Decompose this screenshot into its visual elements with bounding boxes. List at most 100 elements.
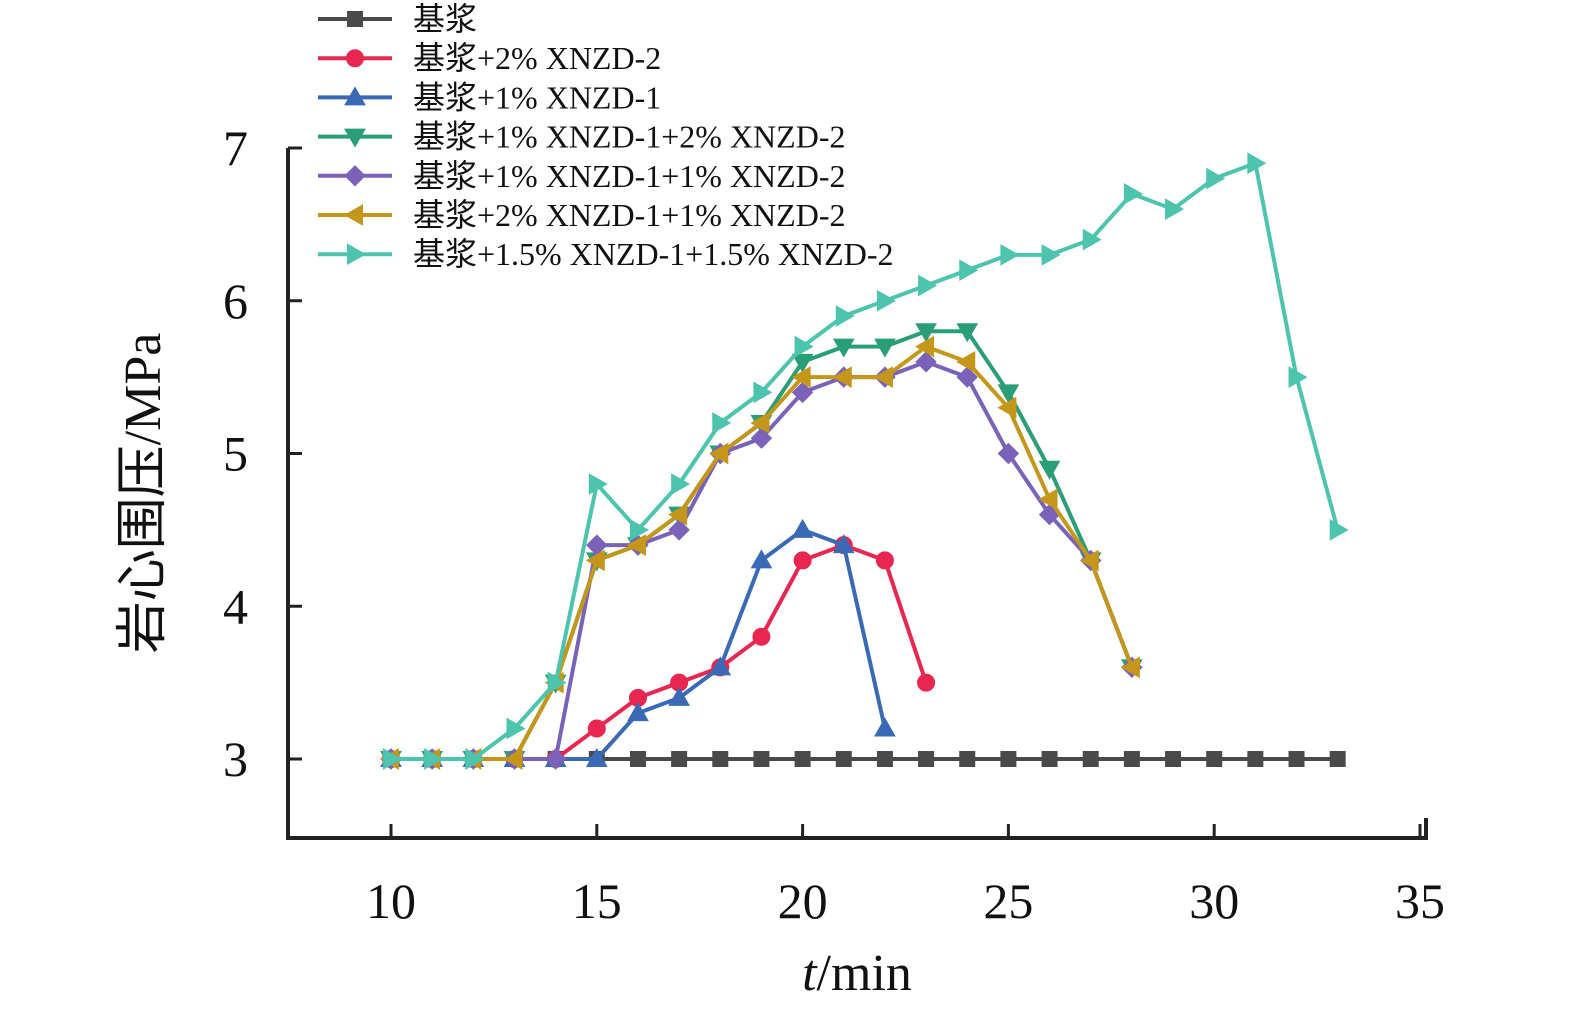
data-point bbox=[588, 473, 608, 495]
data-point bbox=[794, 335, 814, 358]
data-point bbox=[917, 673, 936, 692]
legend-item: 基浆+2% XNZD-1+1% XNZD-2 bbox=[318, 197, 845, 233]
x-axis-ticks: 10 15 20 25 30 35 bbox=[366, 824, 1445, 929]
legend-label: 基浆+1% XNZD-1 bbox=[413, 79, 661, 115]
data-point bbox=[918, 751, 935, 767]
data-point bbox=[1000, 751, 1017, 767]
x-axis-title-unit: /min bbox=[817, 945, 912, 1002]
data-point bbox=[1247, 152, 1267, 175]
data-point bbox=[794, 751, 811, 767]
data-point bbox=[918, 274, 938, 297]
y-tick-label: 6 bbox=[223, 273, 248, 329]
data-point bbox=[835, 305, 855, 327]
legend-item: 基浆+1% XNZD-1 bbox=[318, 79, 661, 115]
data-point bbox=[791, 353, 814, 373]
legend-item: 基浆+1% XNZD-1+2% XNZD-2 bbox=[318, 119, 845, 155]
x-axis-title-variable: t bbox=[802, 945, 818, 1002]
data-point bbox=[1038, 460, 1061, 480]
data-point bbox=[959, 259, 979, 282]
chart-axes bbox=[286, 148, 1428, 840]
legend-marker bbox=[344, 165, 366, 187]
x-tick-label: 30 bbox=[1189, 873, 1239, 929]
data-point bbox=[629, 519, 649, 541]
data-point bbox=[1041, 244, 1061, 266]
x-tick-label: 25 bbox=[983, 873, 1033, 929]
y-axis-ticks: 3 4 5 6 7 bbox=[223, 120, 302, 787]
x-tick-label: 35 bbox=[1395, 873, 1445, 929]
series-2 bbox=[382, 536, 936, 768]
data-point bbox=[547, 671, 567, 694]
series-layer bbox=[379, 152, 1349, 771]
data-point bbox=[915, 335, 935, 358]
data-point bbox=[585, 747, 608, 767]
data-point bbox=[626, 534, 646, 557]
legend-item: 基浆+2% XNZD-2 bbox=[318, 40, 661, 76]
data-point bbox=[1120, 656, 1140, 679]
y-axis-title: 岩心围压/MPa bbox=[115, 333, 172, 654]
data-point bbox=[1329, 519, 1349, 541]
data-point bbox=[1082, 228, 1102, 251]
data-point bbox=[671, 751, 688, 767]
data-point bbox=[1165, 751, 1182, 767]
legend-marker bbox=[344, 86, 366, 106]
data-point bbox=[668, 686, 690, 706]
data-point bbox=[465, 748, 485, 770]
legend-label: 基浆+2% XNZD-2 bbox=[413, 40, 661, 76]
legend-label: 基浆+2% XNZD-1+1% XNZD-2 bbox=[413, 197, 845, 233]
data-point bbox=[709, 442, 729, 465]
legend-item: 基浆+1.5% XNZD-1+1.5% XNZD-2 bbox=[318, 236, 893, 272]
data-point bbox=[627, 702, 649, 722]
data-point bbox=[753, 381, 773, 404]
legend-marker bbox=[346, 49, 364, 68]
legend-label: 基浆 bbox=[413, 1, 477, 37]
data-point bbox=[1288, 366, 1308, 388]
data-point bbox=[503, 748, 523, 770]
legend-marker bbox=[347, 243, 367, 266]
x-tick-label: 20 bbox=[778, 873, 828, 929]
data-point bbox=[915, 351, 937, 373]
y-tick-label: 5 bbox=[223, 426, 248, 482]
y-tick-label: 4 bbox=[223, 578, 248, 634]
series-7 bbox=[383, 152, 1349, 770]
legend-item: 基浆+1% XNZD-1+1% XNZD-2 bbox=[318, 158, 845, 194]
data-point bbox=[750, 549, 773, 569]
data-point bbox=[668, 503, 688, 526]
data-point bbox=[832, 338, 855, 358]
legend-label: 基浆+1.5% XNZD-1+1.5% XNZD-2 bbox=[413, 236, 893, 272]
legend-marker bbox=[343, 204, 363, 226]
data-point bbox=[956, 350, 976, 373]
data-point bbox=[709, 656, 732, 676]
data-point bbox=[791, 381, 814, 404]
data-point bbox=[997, 442, 1020, 465]
x-tick-label: 10 bbox=[366, 873, 416, 929]
data-point bbox=[835, 751, 852, 767]
data-point bbox=[1038, 488, 1058, 511]
data-point bbox=[1079, 549, 1099, 572]
data-point bbox=[956, 323, 979, 343]
data-point bbox=[1165, 198, 1185, 220]
data-point bbox=[544, 748, 567, 770]
x-tick-label: 15 bbox=[572, 873, 622, 929]
data-point bbox=[1206, 751, 1223, 767]
data-point bbox=[791, 366, 811, 388]
y-tick-label: 7 bbox=[223, 120, 248, 176]
data-point bbox=[1000, 244, 1020, 266]
data-point bbox=[587, 719, 606, 738]
data-point bbox=[997, 384, 1020, 404]
data-point bbox=[915, 323, 937, 343]
data-point bbox=[668, 519, 690, 541]
data-point bbox=[791, 518, 814, 538]
data-point bbox=[750, 412, 770, 434]
data-point bbox=[753, 751, 770, 767]
data-point bbox=[997, 396, 1017, 419]
data-point bbox=[671, 473, 691, 495]
data-point bbox=[424, 748, 444, 770]
data-point bbox=[1329, 751, 1346, 767]
axis-frame-left-bottom-right bbox=[286, 148, 1428, 840]
data-point bbox=[876, 289, 896, 312]
data-point bbox=[1123, 182, 1143, 205]
legend-label: 基浆+1% XNZD-1+2% XNZD-2 bbox=[413, 119, 845, 155]
data-point bbox=[1041, 751, 1058, 767]
